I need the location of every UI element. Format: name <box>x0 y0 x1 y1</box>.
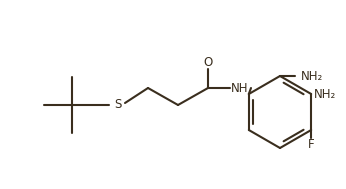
Text: NH₂: NH₂ <box>314 88 336 101</box>
Text: S: S <box>114 98 122 112</box>
Text: O: O <box>203 56 213 68</box>
Text: F: F <box>308 138 315 150</box>
Text: NH₂: NH₂ <box>301 70 323 83</box>
Text: NH: NH <box>231 81 249 94</box>
